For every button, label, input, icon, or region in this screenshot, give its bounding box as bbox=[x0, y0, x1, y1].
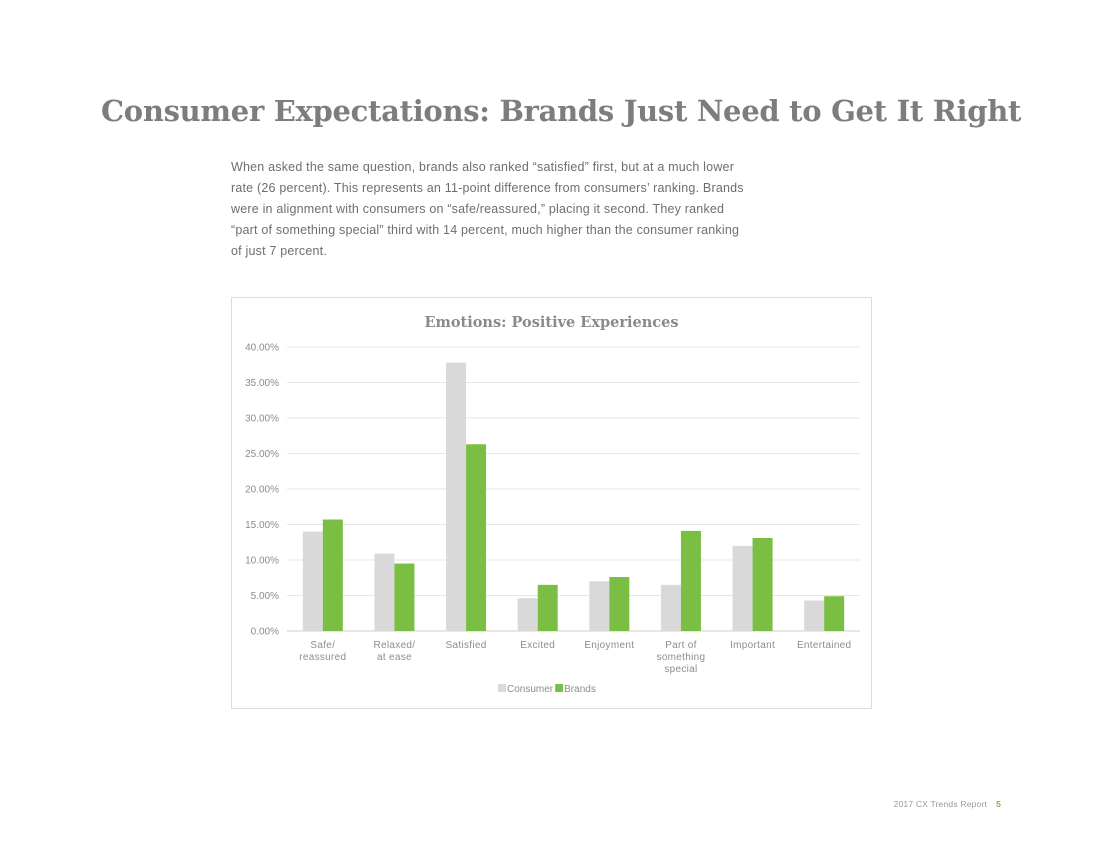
x-tick-label: Relaxed/ bbox=[374, 640, 416, 651]
bar-consumer bbox=[589, 581, 610, 631]
bar-brands bbox=[466, 444, 487, 631]
chart-title: Emotions: Positive Experiences bbox=[424, 314, 679, 331]
x-tick-label: Entertained bbox=[797, 640, 851, 651]
y-tick-label: 40.00% bbox=[245, 343, 279, 354]
bar-brands bbox=[680, 530, 701, 631]
chart-plot: 0.00% 5.00% 10.00% 15.00% 20.00% 25.00% 30.00%… bbox=[245, 343, 860, 695]
x-tick-label: Important bbox=[730, 640, 775, 651]
legend-swatch-consumer bbox=[498, 684, 506, 692]
y-tick-label: 15.00% bbox=[245, 520, 279, 531]
page-number: 5 bbox=[996, 799, 1001, 809]
x-tick-label: Enjoyment bbox=[584, 640, 634, 651]
y-tick-label: 5.00% bbox=[251, 591, 279, 602]
bar-consumer bbox=[804, 600, 825, 631]
x-tick-label: something bbox=[657, 652, 706, 663]
x-tick-label: Safe/ bbox=[310, 640, 335, 651]
x-tick-label: Satisfied bbox=[446, 640, 487, 651]
bar-brands bbox=[537, 584, 558, 631]
bar-consumer bbox=[446, 362, 467, 631]
bar-consumer bbox=[517, 598, 538, 631]
y-tick-label: 35.00% bbox=[245, 378, 279, 389]
page-title: Consumer Expectations: Brands Just Need … bbox=[101, 94, 1022, 128]
y-tick-label: 10.00% bbox=[245, 556, 279, 567]
bar-consumer bbox=[302, 531, 323, 631]
x-tick-label: reassured bbox=[299, 652, 346, 663]
footer-label: 2017 CX Trends Report bbox=[893, 799, 988, 809]
page-footer: 2017 CX Trends Report 5 bbox=[894, 799, 1001, 809]
legend-label-brands: Brands bbox=[564, 684, 596, 695]
y-tick-label: 30.00% bbox=[245, 414, 279, 425]
bar-brands bbox=[322, 519, 343, 631]
bar-consumer bbox=[660, 584, 681, 631]
y-tick-label: 20.00% bbox=[245, 485, 279, 496]
bar-brands bbox=[752, 537, 773, 631]
y-tick-label: 0.00% bbox=[251, 627, 279, 638]
legend-label-consumer: Consumer bbox=[507, 684, 554, 695]
legend-swatch-brands bbox=[555, 684, 564, 692]
x-tick-label: special bbox=[664, 664, 697, 675]
bar-consumer bbox=[732, 545, 753, 631]
x-tick-label: Part of bbox=[665, 640, 697, 651]
y-tick-label: 25.00% bbox=[245, 449, 279, 460]
x-tick-label: Excited bbox=[520, 640, 555, 651]
intro-paragraph: When asked the same question, brands als… bbox=[231, 160, 744, 258]
bar-brands bbox=[609, 577, 630, 631]
bar-brands bbox=[394, 563, 415, 631]
chart-container: Emotions: Positive Experiences 0.00% 5.00… bbox=[231, 297, 872, 709]
x-tick-label: at ease bbox=[377, 652, 412, 663]
bar-consumer bbox=[374, 553, 395, 631]
bar-brands bbox=[824, 596, 845, 631]
